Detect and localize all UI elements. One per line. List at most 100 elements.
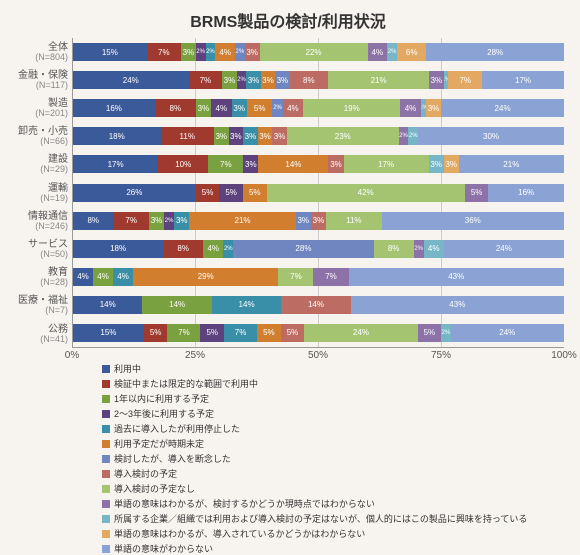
bar-segment: 7%	[448, 71, 482, 89]
segment-value: 26%	[126, 188, 142, 197]
segment-value: 3%	[176, 216, 188, 225]
segment-value: 3%	[428, 104, 440, 113]
segment-value: 3%	[224, 76, 236, 85]
bar-segment: 4%	[73, 268, 93, 286]
legend-item: 検討したが、導入を断念した	[102, 452, 564, 465]
category-name: 全体	[48, 42, 68, 53]
legend-swatch	[102, 485, 110, 493]
bar-row: 8%7%3%2%3%21%3%3%11%36%	[73, 207, 564, 235]
bar-segment: 15%	[73, 324, 144, 342]
y-label: 運輸(N=19)	[12, 179, 72, 207]
bar-segment: 26%	[73, 184, 196, 202]
bar-segment: 2%	[223, 240, 233, 258]
segment-value: 3%	[259, 132, 271, 141]
bar-segment: 8%	[73, 212, 113, 230]
bar-segment: 4%	[368, 43, 388, 61]
bar-segment: 28%	[426, 43, 563, 61]
legend-swatch	[102, 545, 110, 553]
bar-segment: 14%	[142, 296, 211, 314]
bar-segment: 5%	[243, 184, 267, 202]
bar-segment: 16%	[73, 99, 155, 117]
bar-segment: 4%	[113, 268, 133, 286]
segment-value: 2%	[196, 49, 205, 55]
bar-segment: 7%	[113, 212, 148, 230]
bar-segment: 3%	[328, 155, 343, 173]
segment-value: 17%	[378, 160, 394, 169]
category-n: (N=66)	[40, 137, 68, 147]
segment-value: 8%	[303, 76, 315, 85]
segment-value: 7%	[158, 48, 170, 57]
bar-row: 18%8%4%2%28%8%2%4%24%	[73, 235, 564, 263]
segment-value: 5%	[150, 328, 162, 337]
segment-value: 11%	[346, 216, 361, 225]
segment-value: 14%	[100, 300, 116, 309]
bar-segment: 4%	[93, 268, 113, 286]
y-label: 情報通信(N=246)	[12, 207, 72, 235]
segment-value: 2%	[414, 246, 423, 252]
bar-segment: 24%	[73, 71, 189, 89]
segment-value: 43%	[449, 300, 465, 309]
segment-value: 5%	[225, 188, 237, 197]
stacked-bar: 24%7%3%2%3%3%3%8%21%3%1%7%17%	[73, 71, 564, 89]
segment-value: 4%	[207, 244, 219, 253]
bar-segment: 3%	[243, 127, 258, 145]
segment-value: 4%	[287, 104, 299, 113]
bar-segment: 24%	[304, 324, 417, 342]
bar-segment: 4%	[211, 99, 231, 117]
segment-value: 15%	[102, 48, 118, 57]
segment-value: 4%	[219, 48, 231, 57]
bar-segment: 2%	[272, 99, 282, 117]
stacked-bar: 15%5%7%5%7%5%5%24%5%2%24%	[73, 324, 564, 342]
bar-segment: 4%	[203, 240, 223, 258]
segment-value: 4%	[97, 272, 109, 281]
legend-swatch	[102, 410, 110, 418]
bar-row: 26%5%5%5%42%5%16%	[73, 178, 564, 206]
segment-value: 10%	[175, 160, 191, 169]
bar-segment: 43%	[351, 296, 564, 314]
segment-value: 7%	[235, 328, 247, 337]
legend-swatch	[102, 530, 110, 538]
bar-segment: 3%	[444, 155, 459, 173]
legend-label: 過去に導入したが利用停止した	[114, 422, 240, 435]
segment-value: 2%	[236, 49, 245, 55]
segment-value: 21%	[235, 216, 251, 225]
segment-value: 2%	[237, 77, 246, 83]
bar-segment: 3%	[245, 43, 260, 61]
bar-segment: 14%	[281, 296, 350, 314]
bar-segment: 3%	[232, 99, 247, 117]
category-n: (N=201)	[35, 109, 68, 119]
bar-segment: 8%	[155, 99, 196, 117]
bar-segment: 5%	[247, 99, 273, 117]
segment-value: 7%	[220, 160, 232, 169]
bar-segment: 3%	[311, 212, 326, 230]
bar-segment: 3%	[222, 71, 236, 89]
bar-row: 14%14%14%14%43%	[73, 291, 564, 319]
legend-swatch	[102, 380, 110, 388]
x-tick-label: 100%	[551, 350, 577, 361]
segment-value: 8%	[388, 244, 400, 253]
segment-value: 11%	[180, 132, 195, 141]
segment-value: 7%	[459, 76, 471, 85]
legend-item: 単語の意味はわかるが、導入されているかどうかはわからない	[102, 527, 564, 540]
segment-value: 3%	[248, 76, 260, 85]
bar-segment: 22%	[260, 43, 368, 61]
bar-segment: 23%	[287, 127, 399, 145]
legend-swatch	[102, 395, 110, 403]
chart-title: BRMS製品の検討/利用状況	[12, 8, 564, 32]
segment-value: 2%	[224, 246, 233, 252]
bar-segment: 3%	[429, 71, 443, 89]
segment-value: 5%	[424, 328, 436, 337]
chart-area: 全体(N=804)金融・保険(N=117)製造(N=201)卸売・小売(N=66…	[12, 38, 564, 348]
bar-segment: 7%	[224, 324, 257, 342]
legend: 利用中検証中または限定的な範囲で利用中1年以内に利用する予定2～3年後に利用する…	[102, 362, 564, 555]
segment-value: 15%	[100, 328, 116, 337]
segment-value: 5%	[254, 104, 266, 113]
stacked-bar: 18%11%3%3%3%3%3%23%2%2%30%	[73, 127, 564, 145]
segment-value: 3%	[151, 216, 163, 225]
segment-value: 2%	[442, 330, 451, 336]
bar-segment: 3%	[272, 127, 287, 145]
segment-value: 3%	[233, 104, 245, 113]
bar-segment: 3%	[258, 127, 273, 145]
segment-value: 3%	[445, 160, 457, 169]
bar-segment: 4%	[424, 240, 444, 258]
